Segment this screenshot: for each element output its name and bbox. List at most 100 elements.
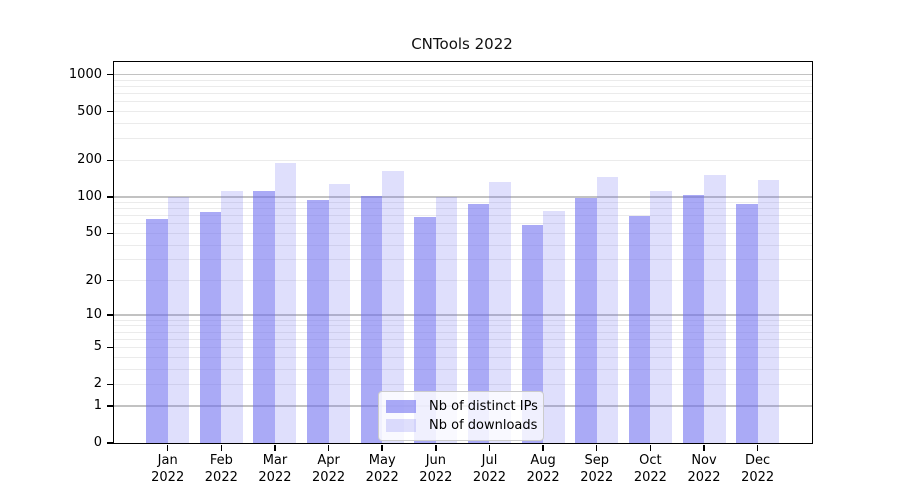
y-tick-label-50: 50	[85, 225, 102, 241]
gridline-minor-2	[114, 383, 812, 385]
y-tick-0	[106, 442, 113, 444]
y-tick-1	[106, 405, 113, 407]
x-tick-jul	[488, 444, 491, 451]
legend-item-distinct-ips: Nb of distinct IPs	[379, 397, 543, 416]
y-tick-label-5: 5	[93, 339, 102, 355]
y-tick-5	[106, 346, 113, 349]
bar-nb-of-distinct-ips-nov	[682, 195, 704, 443]
gridline-minor-700	[114, 93, 812, 95]
y-tick-50	[106, 232, 113, 235]
gridline-minor-50	[114, 232, 812, 234]
chart-title: CNTools 2022	[411, 35, 513, 53]
legend-swatch-distinct-ips	[386, 400, 416, 413]
x-tick-nov	[703, 444, 705, 451]
x-tick-may	[381, 444, 383, 451]
plot-area: 0 1 2 5 10 20 50 100 200 500 1000 Jan 2022 Feb 2022 Mar…	[69, 61, 813, 485]
y-tick-20	[106, 279, 113, 282]
x-tick-aug	[542, 444, 544, 451]
gridline-minor-80	[114, 208, 812, 210]
gridline-minor-20	[114, 280, 812, 282]
x-tick-oct	[649, 444, 652, 451]
legend-label-distinct-ips: Nb of distinct IPs	[429, 399, 538, 414]
bar-nb-of-downloads-dec	[757, 179, 780, 443]
y-tick-label-1: 1	[93, 398, 102, 414]
gridline-minor-5	[114, 346, 812, 348]
x-tick-label-jul: Jul 2022	[472, 453, 507, 485]
x-tick-label-nov: Nov 2022	[687, 453, 721, 485]
x-tick-label-feb: Feb 2022	[204, 453, 238, 485]
bar-nb-of-downloads-sep	[596, 177, 619, 443]
legend-swatch-downloads	[386, 419, 416, 432]
x-tick-label-sep: Sep 2022	[580, 453, 614, 485]
bar-nb-of-downloads-mar	[274, 163, 297, 443]
gridline-minor-6	[114, 338, 812, 340]
y-tick-100	[106, 196, 113, 198]
y-tick-10	[106, 314, 113, 316]
gridline-minor-30	[114, 259, 812, 261]
gridline-minor-9	[114, 319, 812, 321]
bar-nb-of-downloads-jul	[489, 181, 511, 443]
legend: Nb of distinct IPs Nb of downloads	[378, 391, 544, 441]
bar-nb-of-downloads-nov	[704, 174, 726, 443]
gridline-minor-4	[114, 356, 812, 358]
gridline-minor-40	[114, 244, 812, 246]
bar-nb-of-downloads-aug	[543, 211, 565, 443]
y-tick-label-200: 200	[77, 152, 102, 168]
bar-nb-of-downloads-may	[382, 171, 404, 443]
gridline-major-100	[114, 196, 812, 198]
gridline-minor-800	[114, 86, 812, 88]
bar-nb-of-distinct-ips-mar	[253, 190, 275, 443]
gridline-minor-3	[114, 368, 812, 370]
gridline-minor-7	[114, 331, 812, 333]
x-tick-label-may: May 2022	[365, 453, 399, 485]
bar-nb-of-distinct-ips-jun	[414, 217, 436, 443]
gridline-minor-60	[114, 223, 812, 225]
gridline-minor-200	[114, 159, 812, 161]
legend-label-downloads: Nb of downloads	[429, 418, 538, 433]
y-tick-label-0: 0	[93, 435, 102, 450]
x-tick-label-apr: Apr 2022	[312, 453, 346, 485]
bar-nb-of-distinct-ips-feb	[199, 212, 222, 443]
x-tick-label-mar: Mar 2022	[258, 453, 292, 485]
bar-nb-of-downloads-oct	[650, 191, 672, 443]
x-tick-feb	[220, 444, 223, 451]
bar-nb-of-downloads-feb	[221, 191, 243, 443]
y-tick-500	[106, 110, 113, 113]
y-tick-label-10: 10	[85, 307, 102, 323]
bar-nb-of-downloads-apr	[328, 183, 351, 443]
gridline-minor-500	[114, 111, 812, 113]
bar-nb-of-downloads-jun	[435, 197, 458, 443]
gridline-major-10	[114, 314, 812, 316]
bar-nb-of-distinct-ips-apr	[307, 200, 329, 443]
gridline-minor-600	[114, 101, 812, 103]
x-tick-jan	[166, 444, 169, 451]
y-tick-label-20: 20	[85, 272, 102, 288]
y-tick-200	[106, 159, 113, 162]
y-tick-label-500: 500	[77, 103, 102, 119]
y-tick-label-1000: 1000	[68, 66, 102, 82]
x-tick-apr	[327, 444, 330, 451]
gridline-minor-8	[114, 325, 812, 327]
x-tick-label-oct: Oct 2022	[633, 453, 667, 485]
bar-nb-of-distinct-ips-oct	[628, 215, 651, 443]
y-tick-2	[106, 383, 113, 386]
bar-nb-of-distinct-ips-jul	[467, 204, 490, 443]
x-tick-label-dec: Dec 2022	[741, 453, 775, 485]
gridline-major-1000	[114, 73, 812, 76]
gridline-minor-70	[114, 215, 812, 217]
gridline-minor-90	[114, 202, 812, 204]
gridline-minor-400	[114, 122, 812, 124]
bar-nb-of-downloads-jan	[167, 197, 190, 443]
x-tick-label-jan: Jan 2022	[151, 453, 185, 485]
bar-nb-of-distinct-ips-aug	[521, 224, 544, 443]
x-tick-sep	[595, 444, 598, 451]
bar-nb-of-distinct-ips-jan	[146, 218, 168, 443]
y-tick-label-100: 100	[77, 188, 102, 204]
bar-nb-of-distinct-ips-may	[360, 195, 383, 443]
y-tick-label-2: 2	[93, 376, 102, 392]
bar-nb-of-distinct-ips-dec	[736, 204, 758, 443]
x-tick-jun	[435, 444, 437, 451]
bar-nb-of-distinct-ips-sep	[575, 197, 597, 443]
x-tick-label-jun: Jun 2022	[419, 453, 453, 485]
